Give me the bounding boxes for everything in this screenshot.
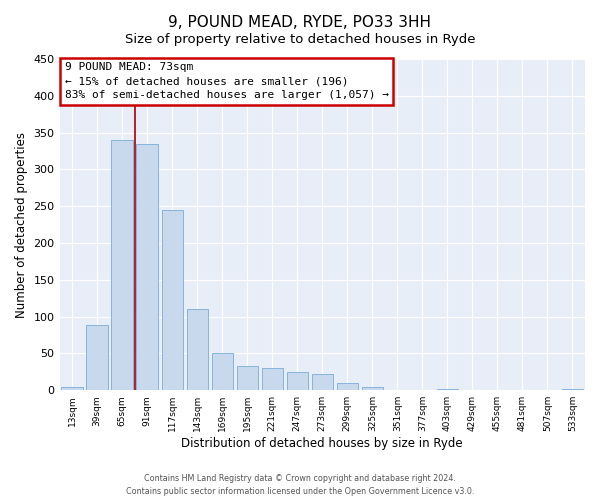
Bar (262, 368, 283, 390)
Text: 9 POUND MEAD: 73sqm
← 15% of detached houses are smaller (196)
83% of semi-detac: 9 POUND MEAD: 73sqm ← 15% of detached ho… (65, 62, 389, 100)
Bar (311, 374, 333, 390)
Text: 9, POUND MEAD, RYDE, PO33 3HH: 9, POUND MEAD, RYDE, PO33 3HH (169, 15, 431, 30)
Y-axis label: Number of detached properties: Number of detached properties (15, 132, 28, 318)
Bar (187, 309, 208, 390)
Bar (236, 366, 258, 390)
Bar (61, 386, 83, 390)
Bar (212, 354, 233, 390)
Bar (136, 144, 158, 390)
X-axis label: Distribution of detached houses by size in Ryde: Distribution of detached houses by size … (181, 437, 463, 450)
Text: Size of property relative to detached houses in Ryde: Size of property relative to detached ho… (125, 32, 475, 46)
Bar (362, 386, 383, 390)
Bar (112, 140, 133, 390)
Text: Contains HM Land Registry data © Crown copyright and database right 2024.
Contai: Contains HM Land Registry data © Crown c… (126, 474, 474, 496)
Bar (161, 210, 183, 390)
Bar (337, 383, 358, 390)
Bar (437, 388, 458, 390)
Bar (86, 326, 108, 390)
Bar (287, 372, 308, 390)
